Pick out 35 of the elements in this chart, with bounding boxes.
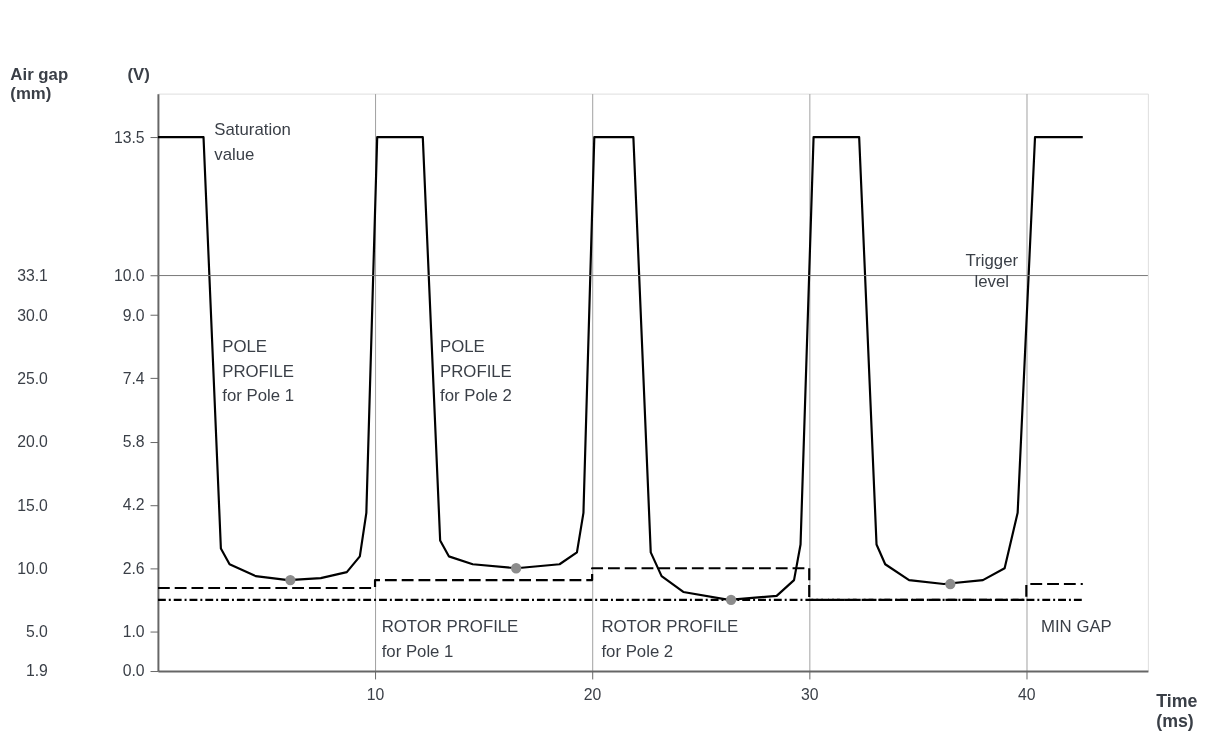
y-tick-label: 0.0: [122, 662, 145, 680]
annotation: POLE PROFILE for Pole 2: [440, 336, 512, 406]
y-tick-label: 9.0: [122, 306, 145, 324]
y2-axis-title: Air gap (mm): [10, 65, 69, 104]
ref-line-label: Trigger level: [965, 250, 1019, 292]
annotation: POLE PROFILE for Pole 1: [222, 336, 295, 406]
x-tick-label: 20: [583, 686, 602, 704]
y-axis-title: (V): [127, 65, 150, 85]
y-tick-label: 7.4: [122, 369, 145, 387]
point: [510, 563, 522, 574]
point: [285, 574, 296, 586]
y-tick-label: 13.5: [113, 128, 145, 146]
x-tick-label: 40: [1018, 686, 1036, 704]
point: [725, 594, 737, 606]
y-tick-label: 4.2: [122, 496, 145, 514]
y2-tick-label: 1.9: [25, 662, 49, 680]
x-tick-label: 30: [800, 686, 819, 704]
annotation: Saturation value: [214, 120, 291, 165]
annotation: MIN GAP: [1040, 616, 1112, 636]
y-tick-label: 1.0: [122, 622, 145, 640]
annotation: ROTOR PROFILE for Pole 1: [381, 616, 519, 661]
y2-tick-label: 15.0: [17, 496, 49, 514]
x-axis-title: Time (ms): [1156, 691, 1198, 731]
annotation: ROTOR PROFILE for Pole 2: [601, 616, 739, 661]
y-tick-label: 10.0: [113, 266, 145, 284]
y2-tick-label: 10.0: [17, 559, 49, 577]
point: [945, 578, 956, 590]
y-tick-label: 2.6: [122, 559, 145, 577]
y2-tick-label: 5.0: [25, 623, 49, 641]
y2-tick-label: 20.0: [17, 433, 49, 451]
y2-tick-label: 30.0: [17, 306, 49, 324]
y2-tick-label: 33.1: [17, 267, 48, 285]
y2-tick-label: 25.0: [17, 369, 49, 387]
y-tick-label: 5.8: [122, 433, 145, 451]
x-tick-label: 10: [366, 686, 385, 704]
